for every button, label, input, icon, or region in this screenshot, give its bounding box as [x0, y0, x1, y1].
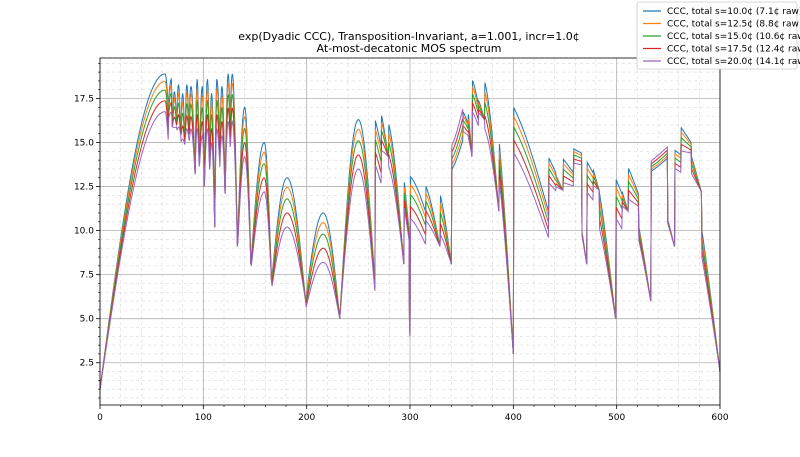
series-lines [99, 73, 721, 390]
legend: CCC, total s=10.0¢ (7.1¢ raw) CCC, total … [636, 1, 800, 70]
legend-box [636, 1, 798, 70]
x-axis-ticks: 0 100 200 300 400 500 600 [97, 405, 729, 423]
legend-label-3: CCC, total s=15.0¢ (10.6¢ raw) [667, 32, 800, 42]
legend-label-1: CCC, total s=10.0¢ (7.1¢ raw) [667, 7, 800, 17]
x-tick-label: 0 [97, 413, 103, 423]
legend-label-5: CCC, total s=20.0¢ (14.1¢ raw) [667, 57, 800, 67]
y-tick-label: 15.0 [74, 139, 94, 149]
series-line-5 [99, 109, 721, 390]
chart-title: exp(Dyadic CCC), Transposition-Invariant… [238, 30, 579, 55]
x-tick-label: 400 [505, 413, 522, 423]
chart-title-line-2: At-most-decatonic MOS spectrum [317, 42, 502, 55]
legend-label-2: CCC, total s=12.5¢ (8.8¢ raw) [667, 20, 800, 30]
y-tick-label: 17.5 [74, 95, 94, 105]
y-tick-label: 12.5 [74, 183, 94, 193]
x-tick-label: 100 [195, 413, 212, 423]
y-tick-label: 10.0 [74, 227, 94, 237]
x-tick-label: 200 [298, 413, 315, 423]
y-axis-ticks: 2.5 5.0 7.5 10.0 12.5 15.0 17.5 [74, 62, 100, 399]
x-tick-label: 500 [608, 413, 625, 423]
legend-label-4: CCC, total s=17.5¢ (12.4¢ raw) [667, 45, 800, 55]
y-tick-label: 2.5 [80, 359, 94, 369]
chart-title-line-1: exp(Dyadic CCC), Transposition-Invariant… [238, 30, 579, 43]
y-tick-label: 5.0 [80, 315, 95, 325]
y-tick-label: 7.5 [80, 271, 94, 281]
x-tick-label: 300 [401, 413, 418, 423]
x-tick-label: 600 [711, 413, 728, 423]
